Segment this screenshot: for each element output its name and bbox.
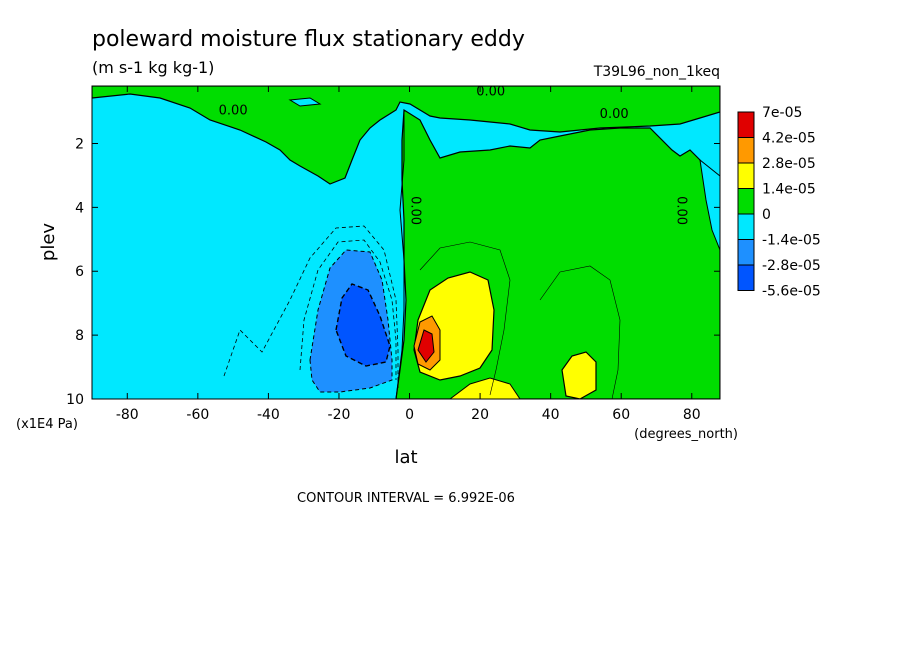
y-tick-label: 10 — [66, 392, 84, 408]
contour-label: 0.00 — [674, 196, 689, 225]
y-axis-units: (x1E4 Pa) — [16, 417, 78, 432]
colorbar-swatch — [737, 213, 755, 240]
x-tick-label: -20 — [328, 407, 351, 423]
colorbar-label: 0 — [762, 207, 771, 223]
contour-zero-equator — [395, 110, 405, 399]
colorbar-label: 1.4e-05 — [762, 182, 816, 198]
chart-units: (m s-1 kg kg-1) — [92, 58, 214, 77]
colorbar-swatch — [737, 111, 755, 138]
region-top-notch — [288, 97, 322, 107]
x-tick-label: 80 — [683, 407, 701, 423]
colorbar-label: 2.8e-05 — [762, 156, 816, 172]
x-tick-label: -60 — [186, 407, 209, 423]
contour-labels: 0.00 0.00 0.00 0.00 0.00 — [219, 85, 689, 225]
x-ticks: -80 -60 -40 -20 0 20 40 60 80 — [116, 86, 701, 423]
colorbar-label: -1.4e-05 — [762, 233, 821, 249]
x-tick-label: -80 — [116, 407, 139, 423]
y-tick-label: 2 — [75, 136, 84, 152]
contour-label: 0.00 — [219, 104, 248, 119]
x-tick-label: 40 — [542, 407, 560, 423]
colorbar-label: -5.6e-05 — [762, 284, 821, 300]
colorbar-swatch — [737, 137, 755, 164]
colorbar-label: -2.8e-05 — [762, 258, 821, 274]
contour-neg-outer — [223, 225, 399, 388]
plot-frame — [91, 85, 721, 400]
y-axis-label: plev — [38, 223, 59, 262]
region-red-core — [417, 329, 435, 363]
y-tick-label: 4 — [75, 200, 84, 216]
contour-neg-mid — [299, 239, 397, 380]
region-yellow-50n — [561, 351, 597, 399]
chart-title: poleward moisture flux stationary eddy — [92, 27, 525, 52]
x-tick-label: 20 — [471, 407, 489, 423]
x-axis-units: (degrees_north) — [634, 427, 738, 442]
y-tick-label: 8 — [75, 328, 84, 344]
contour-label: 0.00 — [407, 196, 422, 225]
contour-pos-thin-2 — [539, 265, 621, 399]
contour-interval: CONTOUR INTERVAL = 6.992E-06 — [297, 491, 515, 506]
contour-pos-thin — [419, 241, 511, 396]
region-yellow-surface — [449, 377, 521, 399]
colorbar-label: 7e-05 — [762, 105, 802, 121]
region-upper-positive — [92, 86, 720, 185]
region-blue-core — [335, 283, 391, 367]
contour-label: 0.00 — [600, 107, 629, 122]
colorbar-swatch — [737, 239, 755, 266]
contour-label: 0.00 — [476, 85, 505, 100]
region-nh-cyan — [699, 158, 720, 251]
colorbar-swatch — [737, 162, 755, 189]
dataset-label: T39L96_non_1keq — [593, 64, 720, 80]
x-tick-label: 60 — [612, 407, 630, 423]
colorbar-swatch — [737, 264, 755, 291]
colorbar: 7e-05 4.2e-05 2.8e-05 1.4e-05 0 -1.4e-05 -2.8e… — [737, 105, 821, 300]
y-ticks: 2 4 6 8 10 — [66, 136, 720, 408]
colorbar-swatch — [737, 188, 755, 215]
x-axis-label: lat — [394, 447, 417, 468]
colorbar-label: 4.2e-05 — [762, 131, 816, 147]
y-tick-label: 6 — [75, 264, 84, 280]
x-tick-label: -40 — [257, 407, 280, 423]
x-tick-label: 0 — [405, 407, 414, 423]
